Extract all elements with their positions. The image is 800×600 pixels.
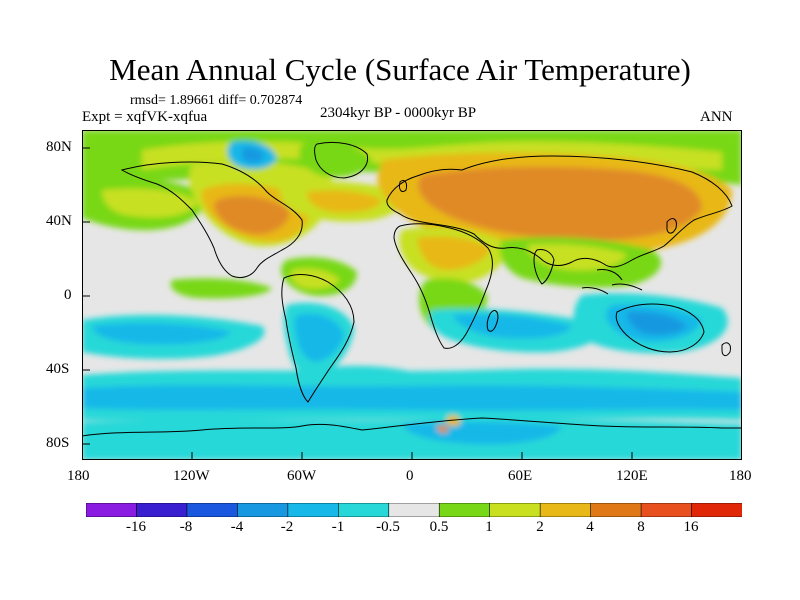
colorbar-swatch xyxy=(691,502,743,518)
x-tick-label: 60W xyxy=(287,468,317,484)
x-tick-label: 180 xyxy=(67,468,90,484)
y-tick-label: 40N xyxy=(46,213,72,229)
colorbar-label: 1 xyxy=(485,519,493,535)
y-tick-label: 80N xyxy=(46,139,72,155)
x-tick-label: 120E xyxy=(616,468,648,484)
colorbar-swatch xyxy=(539,502,592,518)
colorbar-label: -2 xyxy=(280,519,294,535)
colorbar-label: 8 xyxy=(637,519,645,535)
map-title: Mean Annual Cycle (Surface Air Temperatu… xyxy=(109,52,691,87)
colorbar-swatches xyxy=(85,502,743,518)
colorbar-swatch xyxy=(287,502,340,518)
colorbar-label: 16 xyxy=(683,519,699,535)
colorbar-swatch xyxy=(388,502,441,518)
colorbar xyxy=(85,502,743,522)
colorbar-label: -0.5 xyxy=(376,519,400,535)
x-tick-label: 0 xyxy=(406,468,414,484)
x-tick-label: 60E xyxy=(508,468,533,484)
colorbar-label: 0.5 xyxy=(429,519,449,535)
colorbar-swatch xyxy=(590,502,642,518)
x-tick-label: 120W xyxy=(173,468,210,484)
y-tick-label: 40S xyxy=(46,361,70,377)
colorbar-label: -16 xyxy=(126,519,146,535)
colorbar-label: 4 xyxy=(586,519,594,535)
colorbar-swatch xyxy=(338,502,390,518)
colorbar-swatch xyxy=(136,502,188,518)
anomaly-field xyxy=(82,130,742,460)
colorbar-label: 2 xyxy=(536,519,544,535)
experiment-label: Expt = xqfVK-xqfua xyxy=(82,109,208,125)
y-tick-label: 0 xyxy=(64,287,72,303)
coastlines xyxy=(82,141,742,437)
colorbar-swatch xyxy=(85,502,138,518)
colorbar-label: -8 xyxy=(179,519,193,535)
colorbar-swatch xyxy=(640,502,693,518)
temperature-anomaly-map xyxy=(82,130,742,460)
colorbar-swatch xyxy=(438,502,491,518)
y-tick-label: 80S xyxy=(46,435,70,451)
colorbar-swatch xyxy=(186,502,239,518)
colorbar-label: -4 xyxy=(230,519,244,535)
x-tick-label: 180 xyxy=(729,468,752,484)
colorbar-label: -1 xyxy=(331,519,345,535)
period-label: 2304kyr BP - 0000kyr BP xyxy=(320,105,477,121)
stats-text: rmsd= 1.89661 diff= 0.702874 xyxy=(130,93,303,108)
colorbar-swatch xyxy=(489,502,541,518)
colorbar-swatch xyxy=(237,502,289,518)
axis-ticks xyxy=(82,147,742,460)
season-label: ANN xyxy=(700,109,733,125)
